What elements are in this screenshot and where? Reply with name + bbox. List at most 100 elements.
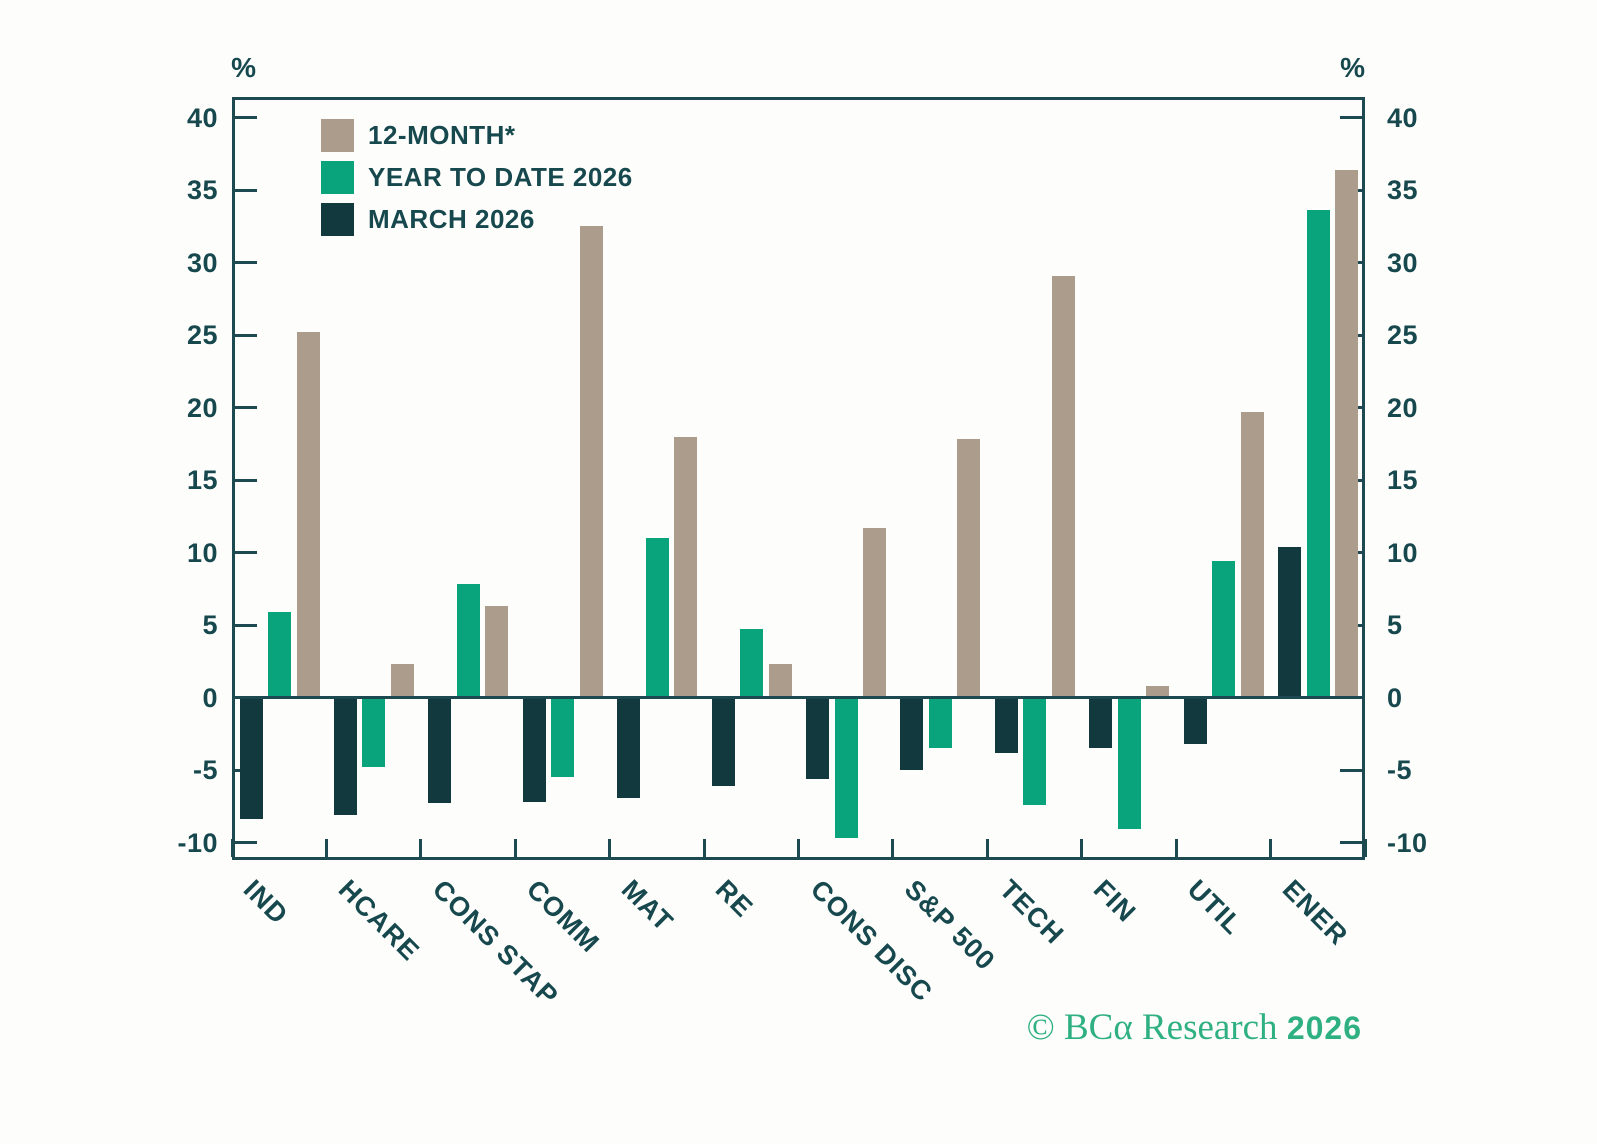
- y-axis-label-left-25: 25: [186, 320, 218, 350]
- y-tick-left-40: [235, 116, 257, 119]
- y-axis-label-right-30: 30: [1387, 247, 1419, 278]
- copyright-year: 2026: [1286, 1010, 1362, 1046]
- y-axis-label-right-35: 35: [1387, 175, 1419, 205]
- y-tick-left-20: [235, 406, 257, 409]
- x-axis-label-fin: FIN: [1087, 874, 1142, 929]
- bar-year-to-date-ind: [268, 611, 291, 698]
- bar-year-to-date-util: [1212, 561, 1236, 698]
- bar-march-re: [711, 697, 735, 786]
- bar-twelve-month-ener: [1335, 169, 1359, 698]
- y-axis-label-left-15: 15: [186, 465, 218, 495]
- x-axis-label-util: UTIL: [1182, 874, 1249, 941]
- bar-year-to-date-re: [740, 629, 764, 698]
- legend-swatch-year-to-date: [321, 161, 354, 194]
- y-axis-label-left-40: 40: [186, 102, 218, 133]
- legend-item-twelve-month: 12-MONTH*: [321, 119, 516, 152]
- bar-twelve-month-util: [1240, 411, 1264, 698]
- bar-year-to-date-s-p-500: [928, 697, 952, 749]
- bar-twelve-month-comm: [579, 226, 603, 698]
- x-tick-5: [702, 839, 706, 857]
- bar-march-mat: [617, 697, 641, 798]
- y-tick-left-30: [235, 261, 257, 264]
- bar-year-to-date-fin: [1117, 697, 1141, 830]
- bar-year-to-date-hcare: [362, 697, 386, 768]
- bar-twelve-month-mat: [674, 436, 698, 698]
- y-axis-label-right-40: 40: [1387, 102, 1419, 133]
- x-tick-8: [985, 839, 989, 857]
- x-axis-label-tech: TECH: [993, 874, 1070, 951]
- bar-twelve-month-s-p-500: [957, 439, 981, 698]
- bar-year-to-date-cons-stap: [456, 584, 480, 698]
- copyright-notice: © BCα Research 2026: [900, 1006, 1362, 1049]
- bar-twelve-month-re: [768, 664, 792, 698]
- y-tick-right--5: [1340, 768, 1362, 772]
- y-tick-left--10: [235, 841, 257, 844]
- copyright-text: © BCα Research: [1026, 1007, 1278, 1048]
- x-tick-7: [891, 839, 895, 857]
- x-axis-label-re: RE: [710, 874, 760, 924]
- y-tick-left-25: [235, 333, 257, 337]
- bar-year-to-date-tech: [1023, 697, 1047, 805]
- legend-item-march: MARCH 2026: [321, 203, 535, 236]
- bar-march-cons-disc: [806, 697, 829, 779]
- y-axis-label-right-25: 25: [1387, 320, 1419, 350]
- x-axis-label-mat: MAT: [615, 874, 679, 938]
- bar-march-ind: [239, 697, 263, 820]
- y-axis-label-left-0: 0: [202, 682, 218, 713]
- y-tick-left-35: [235, 188, 257, 192]
- y-tick-left-15: [235, 478, 257, 482]
- bar-twelve-month-cons-stap: [485, 606, 509, 698]
- y-axis-label-right-15: 15: [1387, 465, 1419, 495]
- bar-twelve-month-hcare: [390, 664, 414, 698]
- y-tick-right--10: [1340, 841, 1362, 844]
- bar-march-hcare: [333, 697, 357, 815]
- x-tick-11: [1269, 839, 1273, 857]
- bar-march-fin: [1089, 697, 1113, 749]
- y-axis-label-left-35: 35: [186, 175, 218, 205]
- x-tick-9: [1080, 839, 1084, 857]
- x-tick-6: [797, 839, 800, 857]
- y-tick-left-10: [235, 551, 257, 554]
- y-axis-label-left-10: 10: [186, 537, 218, 568]
- x-axis-label-ener: ENER: [1276, 874, 1354, 952]
- y-axis-label-left--5: -5: [192, 755, 218, 785]
- y-axis-label-left--10: -10: [177, 827, 218, 858]
- x-axis-label-comm: COMM: [521, 874, 606, 959]
- legend-swatch-twelve-month: [321, 119, 354, 152]
- x-tick-10: [1174, 839, 1178, 857]
- x-axis-label-hcare: HCARE: [332, 874, 426, 967]
- legend-label-twelve-month: 12-MONTH*: [368, 120, 516, 150]
- y-axis-label-right-10: 10: [1387, 537, 1419, 568]
- bar-twelve-month-cons-disc: [863, 527, 886, 698]
- legend-label-march: MARCH 2026: [368, 204, 535, 234]
- y-axis-label-right--5: -5: [1387, 755, 1413, 785]
- x-tick-0: [230, 839, 234, 857]
- bar-twelve-month-tech: [1051, 275, 1075, 698]
- y-tick-right-40: [1340, 116, 1362, 119]
- bar-march-util: [1183, 697, 1207, 744]
- bar-year-to-date-mat: [645, 538, 669, 698]
- bar-march-tech: [994, 697, 1018, 753]
- x-tick-2: [419, 839, 423, 857]
- x-tick-12: [1363, 839, 1367, 857]
- x-tick-1: [324, 839, 328, 857]
- bar-year-to-date-comm: [551, 697, 575, 778]
- y-axis-label-right-0: 0: [1387, 682, 1403, 713]
- bar-twelve-month-fin: [1146, 685, 1170, 698]
- y-axis-label-left-20: 20: [186, 392, 218, 423]
- bar-march-s-p-500: [900, 697, 924, 770]
- plot-area-border: [232, 97, 1365, 860]
- y-tick-left-5: [235, 623, 257, 627]
- x-axis-label-ind: IND: [237, 874, 295, 931]
- legend-item-year-to-date: YEAR TO DATE 2026: [321, 161, 633, 194]
- y-axis-label-left-5: 5: [202, 610, 218, 640]
- legend-label-year-to-date: YEAR TO DATE 2026: [368, 162, 633, 192]
- legend-swatch-march: [321, 203, 354, 236]
- left-axis-unit-label: %: [231, 52, 256, 83]
- zero-baseline: [234, 696, 1363, 699]
- bar-march-cons-stap: [428, 697, 452, 804]
- right-axis-unit-label: %: [1340, 52, 1365, 83]
- bar-year-to-date-ener: [1306, 210, 1330, 698]
- y-axis-label-left-30: 30: [186, 247, 218, 278]
